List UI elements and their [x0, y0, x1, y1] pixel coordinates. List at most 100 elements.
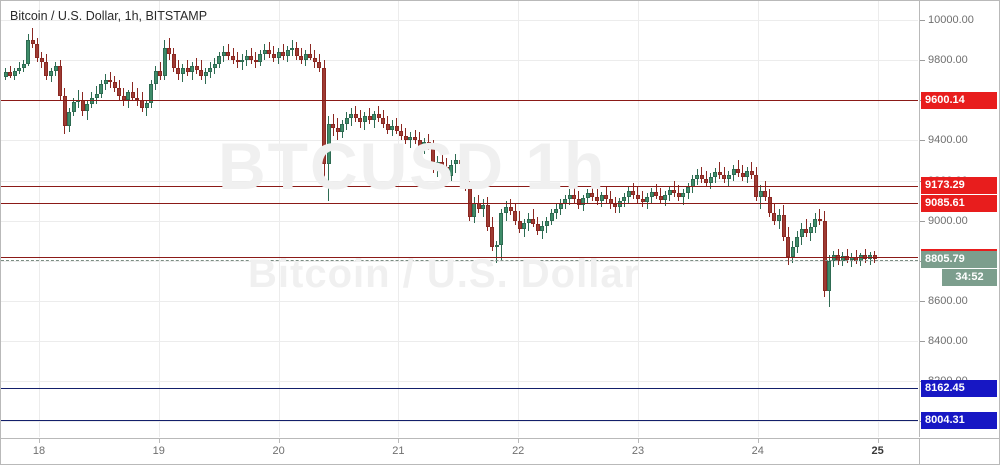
- candle-body: [276, 52, 281, 59]
- candle-body: [631, 190, 636, 195]
- horizontal-gridline: [1, 380, 918, 382]
- horizontal-gridline: [1, 220, 918, 222]
- candle-body: [21, 63, 26, 69]
- candle-body: [726, 174, 731, 179]
- time-tick-mark: [158, 439, 160, 443]
- candle-body: [349, 114, 354, 119]
- candle-body: [80, 100, 85, 112]
- vertical-gridline: [757, 1, 759, 437]
- price-level-line-support[interactable]: [1, 420, 918, 422]
- price-tick-label: 10000.00: [928, 14, 974, 27]
- candle-body: [149, 84, 154, 104]
- price-tick-label: 9000.00: [928, 214, 968, 227]
- horizontal-gridline: [1, 300, 918, 302]
- candle-body: [58, 66, 63, 97]
- candle-wick: [760, 184, 762, 209]
- candle-wick: [642, 190, 643, 207]
- candle-wick: [819, 208, 821, 225]
- horizontal-gridline: [1, 140, 918, 142]
- candle-body: [654, 191, 659, 196]
- price-tag-red[interactable]: 9085.61: [921, 194, 997, 212]
- candle-wick: [241, 54, 243, 71]
- price-tick-mark: [920, 220, 925, 222]
- candle-wick: [701, 166, 703, 183]
- chart-title: Bitcoin / U.S. Dollar, 1h, BITSTAMP: [10, 9, 208, 23]
- candle-wick: [196, 58, 198, 75]
- candle-wick: [637, 186, 639, 203]
- price-tag-blue[interactable]: 8162.45: [921, 379, 997, 397]
- time-tick-label: 21: [392, 445, 405, 457]
- candle-body: [367, 116, 372, 121]
- price-tag-red[interactable]: 9173.29: [921, 177, 997, 195]
- chart-plot-area[interactable]: [1, 1, 918, 437]
- price-level-line-resistance[interactable]: [1, 185, 918, 187]
- price-tag-blue[interactable]: 8004.31: [921, 411, 997, 429]
- candle-body: [799, 228, 804, 237]
- candle-wick: [369, 108, 370, 125]
- candle-body: [317, 62, 322, 69]
- candle-body: [3, 72, 8, 77]
- candle-body: [504, 206, 508, 213]
- candle-wick: [187, 60, 188, 77]
- axis-separator: [919, 439, 920, 465]
- candle-wick: [109, 72, 111, 89]
- candle-body: [267, 50, 272, 55]
- watermark-symbol: BTCUSD 1h: [218, 129, 607, 203]
- candle-body: [135, 98, 140, 101]
- candle-body: [376, 114, 381, 119]
- candle-body: [549, 212, 554, 221]
- candle-body: [704, 178, 709, 183]
- candle-wick: [136, 88, 138, 107]
- candle-body: [190, 66, 195, 73]
- candle-body: [795, 236, 800, 247]
- candle-wick: [268, 42, 270, 59]
- candle-body: [162, 48, 167, 77]
- candle-body: [494, 244, 499, 247]
- candle-body: [453, 160, 458, 165]
- price-level-line-resistance[interactable]: [1, 100, 918, 102]
- price-level-line-resistance[interactable]: [1, 257, 918, 259]
- vertical-gridline: [877, 1, 879, 437]
- vertical-gridline: [278, 1, 280, 437]
- candle-body: [758, 190, 763, 197]
- candle-body: [39, 58, 44, 63]
- horizontal-gridline: [1, 260, 918, 262]
- candle-body: [153, 71, 158, 85]
- candle-body: [467, 186, 472, 217]
- candle-wick: [146, 100, 148, 117]
- candle-body: [449, 164, 454, 176]
- candle-body: [736, 168, 741, 173]
- candle-body: [817, 218, 822, 221]
- candle-body: [563, 198, 568, 204]
- time-axis[interactable]: 18 19 20 21 22 23 24 25: [1, 438, 999, 465]
- price-tag-green[interactable]: 8805.79: [921, 251, 997, 269]
- time-tick-mark: [278, 439, 280, 443]
- candle-wick: [405, 128, 407, 145]
- candle-body: [167, 48, 172, 55]
- candle-body: [413, 137, 417, 141]
- candle-body: [180, 68, 185, 75]
- candle-body: [686, 186, 690, 193]
- candle-wick: [573, 186, 575, 203]
- candle-wick: [132, 82, 134, 101]
- time-tick-label: 19: [152, 445, 165, 457]
- candle-body: [827, 260, 832, 291]
- candle-wick: [255, 52, 257, 69]
- watermark-description: Bitcoin / U.S. Dollar: [248, 252, 641, 296]
- price-axis[interactable]: 10000.009800.009600.009400.009200.009000…: [919, 1, 999, 437]
- candle-body: [422, 142, 427, 147]
- price-tag-red[interactable]: 9600.14: [921, 91, 997, 109]
- candle-body: [672, 189, 677, 193]
- price-level-line-resistance[interactable]: [1, 203, 918, 205]
- price-level-line-last-price[interactable]: [1, 259, 918, 261]
- candle-body: [35, 44, 40, 59]
- candle-body: [767, 196, 772, 213]
- time-tick-mark: [877, 439, 879, 443]
- price-level-line-support[interactable]: [1, 388, 918, 390]
- candle-wick: [441, 152, 443, 171]
- candle-body: [531, 218, 536, 224]
- candle-body: [67, 112, 72, 127]
- candle-wick: [309, 44, 311, 61]
- candle-wick: [678, 184, 680, 201]
